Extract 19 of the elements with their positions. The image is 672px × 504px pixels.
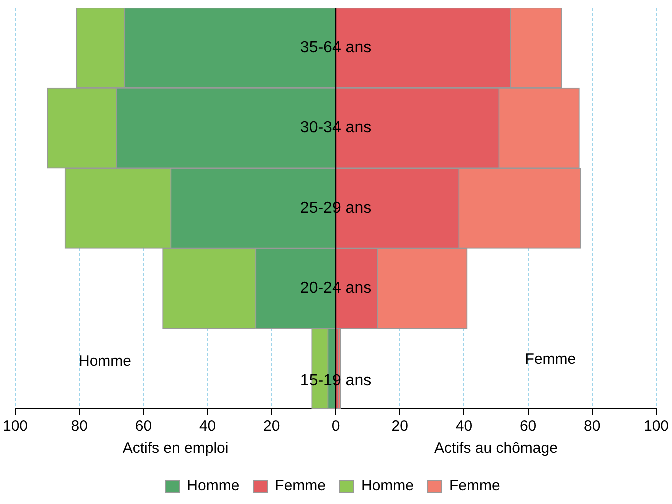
x-tick-label: 20 [392,418,408,436]
x-tick-label: 40 [199,418,216,436]
x-tick-label: 40 [456,418,473,436]
text: Actifs au chômage [434,440,558,458]
legend-label: Femme [450,478,500,495]
x-tick-label: 0 [332,418,340,436]
x-tick-label: 60 [135,418,152,436]
legend-label: Femme [275,478,326,495]
x-tick-label: 100 [3,418,28,436]
x-axis-title: Actifs en emploi [122,440,229,458]
annotation: Homme [78,353,132,370]
x-tick-label: 20 [264,418,280,436]
legend-label: Homme [187,478,240,495]
x-tick-label: 100 [644,418,669,436]
legend-label: Homme [362,478,414,495]
x-tick-label: 80 [584,418,601,436]
x-tick-label: 60 [520,418,537,436]
annotation: Femme [525,351,576,368]
x-tick-label: 80 [71,418,88,436]
